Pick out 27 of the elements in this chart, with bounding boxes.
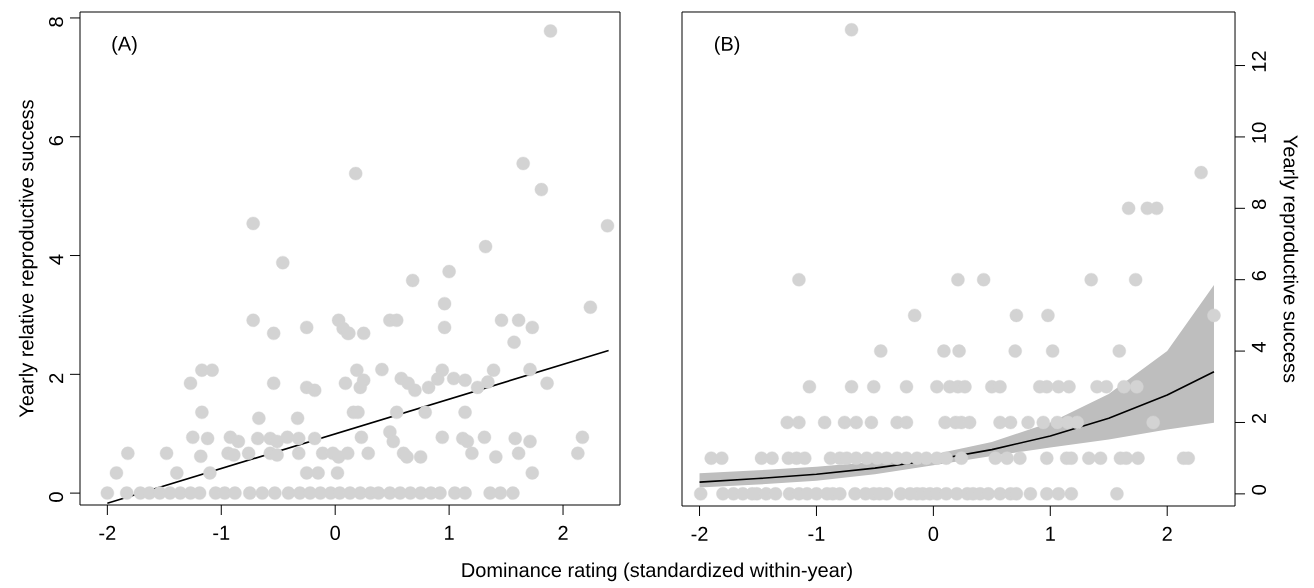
y2-axis-title: Yearly reproductive success [1279, 135, 1299, 383]
y2-tick-label: 12 [1251, 51, 1266, 72]
x-tick-label: 0 [330, 525, 340, 541]
x-tick-label: -1 [808, 526, 825, 541]
y-tick-label: 6 [48, 136, 64, 146]
y-tick-label: 0 [48, 492, 64, 502]
x-tick-label: 2 [558, 525, 568, 540]
y2-tick-label: 10 [1251, 122, 1267, 143]
x-axis-title: Dominance rating (standardized within-year) [462, 562, 852, 582]
y2-tick-label: 6 [1251, 271, 1267, 281]
x-tick-label: 1 [445, 525, 454, 540]
x-tick-label: 1 [1046, 526, 1055, 541]
y-tick-label: 4 [49, 254, 64, 265]
annotation: (B) [714, 36, 740, 55]
x-tick-label: -1 [213, 525, 230, 540]
x-tick-label: 2 [1162, 526, 1172, 541]
x-tick-label: 0 [928, 526, 939, 542]
y2-tick-label: 2 [1251, 413, 1266, 424]
annotation: (A) [112, 36, 137, 55]
x-tick-label: -2 [691, 526, 708, 541]
y-tick-label: 2 [49, 373, 64, 383]
x-tick-label: -2 [99, 525, 116, 540]
y-axis-title: Yearly relative reproductive success [18, 100, 38, 418]
y-tick-label: 8 [48, 17, 64, 27]
y2-tick-label: 8 [1251, 199, 1267, 209]
y2-tick-label: 0 [1251, 485, 1267, 495]
y2-tick-label: 4 [1251, 342, 1266, 353]
